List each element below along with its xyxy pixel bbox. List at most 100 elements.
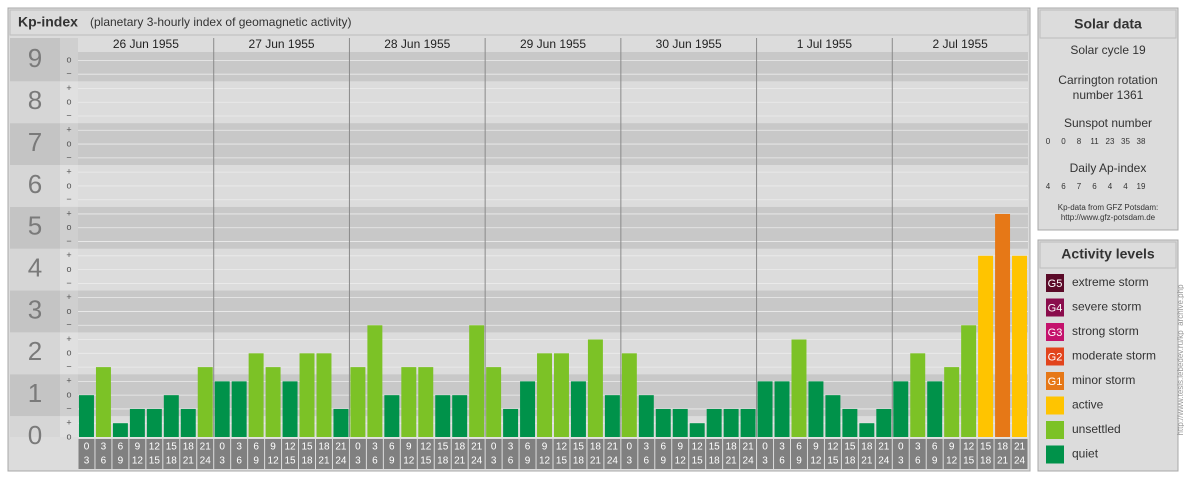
time-slot-start: 21 [607,442,619,453]
time-slot-start: 12 [963,442,975,453]
time-slot-end: 21 [183,456,195,467]
time-slot-start: 0 [355,442,361,453]
y-tick-label: 0 [28,420,42,450]
time-slot-start: 6 [660,442,666,453]
time-slot-end: 15 [827,456,839,467]
bar [503,408,519,437]
time-slot-box [858,439,875,469]
label-band [10,248,60,291]
day-label: 29 Jun 1955 [520,37,586,51]
time-slot-end: 6 [915,456,921,467]
time-slot-box [536,439,553,469]
day-label: 30 Jun 1955 [656,37,722,51]
minor-band [60,38,78,82]
bar [418,367,434,437]
legend-swatch [1046,396,1064,415]
time-slot-box [655,439,672,469]
bar [316,353,332,437]
time-slot-start: 0 [84,442,90,453]
minor-tick-label: + [66,376,71,386]
legend-label: extreme storm [1072,275,1149,289]
bar [435,395,451,437]
time-slot-start: 3 [779,442,785,453]
time-slot-box [723,439,740,469]
time-slot-end: 3 [762,456,768,467]
minor-band [60,81,78,124]
time-slot-end: 9 [525,456,531,467]
minor-tick-label: o [66,138,71,148]
time-slot-box [791,439,807,469]
ap-value: 6 [1061,182,1066,191]
minor-tick-label: o [66,431,71,441]
sunspot-value: 23 [1106,137,1115,146]
time-slot-start: 0 [491,442,497,453]
bar [163,395,179,437]
bar [825,395,841,437]
time-slot-end: 21 [318,456,330,467]
plot-band [78,416,1028,437]
time-slot-start: 0 [627,442,633,453]
time-slot-end: 15 [963,456,975,467]
time-slot-end: 12 [675,456,687,467]
time-slot-end: 9 [796,456,802,467]
time-slot-end: 21 [454,456,466,467]
bar [95,367,111,437]
bar [265,367,281,437]
minor-tick-label: + [66,125,71,135]
title-bar [9,9,1029,36]
time-slot-end: 12 [268,456,280,467]
minor-band [60,123,78,165]
time-slot-box [621,439,638,469]
time-slot-end: 21 [726,456,738,467]
time-slot-box [875,439,892,469]
legend-swatch [1046,323,1064,341]
time-slot-end: 9 [660,456,666,467]
time-slot-box [909,439,926,469]
time-slot-box [960,439,977,469]
time-slot-box [282,439,299,469]
legend-label: severe storm [1072,300,1141,314]
label-band [10,81,60,124]
time-slot-box [740,439,757,469]
time-slot-box [841,439,858,469]
time-slot-start: 3 [101,442,107,453]
time-slot-start: 18 [454,442,466,453]
minor-band [60,164,78,207]
bar [1012,255,1027,437]
time-slot-box [587,439,604,469]
legend-swatch [1046,372,1064,390]
label-band [10,164,60,207]
time-slot-end: 18 [844,456,856,467]
time-slot-start: 18 [997,442,1009,453]
time-slot-end: 3 [84,456,90,467]
time-slot-end: 24 [1014,456,1026,467]
time-slot-end: 3 [898,456,904,467]
bar [367,325,383,437]
time-slot-start: 9 [813,442,819,453]
bar [978,255,994,437]
time-slot-end: 12 [539,456,551,467]
time-slot-box [299,439,315,469]
time-slot-box [553,439,570,469]
time-slot-start: 12 [284,442,296,453]
legend-badge: G5 [1048,278,1063,290]
time-slot-end: 24 [471,456,483,467]
time-slot-end: 15 [556,456,568,467]
label-band [10,416,60,437]
time-slot-end: 18 [980,456,992,467]
minor-band [60,290,78,333]
bar [282,381,298,437]
time-slot-start: 3 [644,442,650,453]
bar [995,213,1011,437]
bar [299,353,315,437]
time-slot-start: 15 [709,442,721,453]
time-slot-box [1011,439,1028,469]
time-slot-start: 18 [590,442,602,453]
day-label: 1 Jul 1955 [797,37,853,51]
time-slot-start: 12 [556,442,568,453]
sunspot-value: 38 [1137,137,1146,146]
time-slot-box [977,439,994,469]
y-tick-label: 2 [28,336,42,366]
minor-tick-label: o [66,306,71,316]
minor-band [60,206,78,249]
